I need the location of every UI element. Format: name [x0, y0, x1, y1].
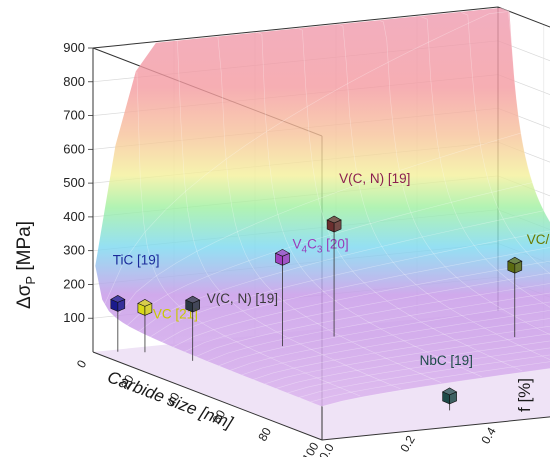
z-tick-label: 500 — [63, 175, 85, 190]
z-tick-label: 800 — [63, 74, 85, 89]
surface-mesh-line — [104, 11, 510, 305]
x-axis-line — [92, 351, 323, 441]
z-axis-title: ΔσP [MPa] — [14, 221, 38, 309]
x-tick-label: 0 — [74, 357, 90, 370]
x-tick-label: 80 — [255, 425, 274, 444]
surface-mesh-line — [150, 230, 550, 338]
z-tick-label: 200 — [63, 276, 85, 291]
surface-mesh-line — [420, 16, 550, 308]
surface-mesh-line — [136, 71, 361, 397]
data-point: TiC [19] — [110, 252, 160, 352]
y-tick-label: 0.4 — [478, 425, 499, 447]
data-point-cube-right — [117, 298, 126, 312]
surface-mesh-line — [310, 361, 550, 403]
surface-mesh-line — [230, 310, 550, 371]
surface-mesh-line — [276, 340, 550, 389]
z-tick-label: 600 — [63, 141, 85, 156]
data-point-cube-right — [449, 391, 457, 405]
data-point: V(C, N) [19] — [326, 171, 410, 337]
data-point-label: TiC [19] — [113, 252, 160, 267]
surface-mesh-line — [195, 283, 550, 357]
surface-mesh-line — [161, 247, 550, 343]
box-top-left-edge — [92, 6, 499, 49]
surface-mesh-line — [321, 368, 550, 407]
z-tick-label: 100 — [63, 310, 85, 325]
data-point: NbC [19] — [420, 353, 473, 411]
surface-mesh-line — [138, 210, 544, 332]
surface-mesh-line — [298, 28, 523, 372]
x-tick-label: 40 — [164, 390, 183, 409]
z-tick-label: 300 — [63, 243, 85, 258]
data-point-cube-right — [282, 252, 290, 266]
data-point-cube-right — [144, 302, 153, 316]
data-point: VC/Fe3C [5] — [507, 232, 550, 338]
surface-mesh-line — [339, 24, 550, 360]
surface-mesh-line — [460, 12, 550, 275]
response-surface — [95, 7, 550, 407]
surface-mesh-line — [287, 347, 550, 394]
x-tick-label: 60 — [210, 407, 229, 426]
surface-mesh-line — [217, 36, 442, 383]
surface-mesh-line — [379, 20, 550, 336]
z-tick-label: 900 — [63, 40, 85, 55]
data-points: TiC [19] VC [21] V(C, N) [19] V4C3 [20] V(C,… — [110, 171, 550, 411]
surface-mesh-line — [264, 333, 550, 385]
data-point-label: VC/Fe3C [5] — [527, 232, 550, 251]
surface-mesh-line — [299, 354, 550, 398]
data-point-label: V(C, N) [19] — [207, 291, 278, 306]
surface-mesh-line — [218, 301, 550, 366]
data-point-label: VC [21] — [153, 306, 198, 321]
data-point-label: V(C, N) [19] — [339, 171, 410, 186]
surface-mesh-line — [207, 292, 550, 362]
y-tick-label: 0.0 — [316, 441, 337, 457]
y-axis-title: f [%] — [515, 378, 534, 412]
z-tick-label: 400 — [63, 209, 85, 224]
surface-mesh-line — [258, 32, 482, 377]
surface-mesh-line — [127, 182, 533, 326]
x-tick-label: 20 — [118, 372, 137, 391]
surface-fill — [95, 7, 550, 407]
surface-mesh-line — [177, 41, 401, 390]
data-point-cube-right — [514, 260, 523, 274]
surface-mesh-line — [115, 132, 521, 318]
surface-mesh-line — [253, 325, 550, 380]
data-point-cube-right — [333, 219, 342, 233]
data-point: VC [21] — [137, 299, 198, 353]
surface-mesh-line — [501, 8, 550, 223]
y-tick-label: 0.2 — [397, 433, 418, 455]
data-point-label: V4C3 [20] — [293, 236, 349, 255]
data-point: V4C3 [20] — [274, 236, 349, 347]
z-tick-label: 700 — [63, 108, 85, 123]
data-point-label: NbC [19] — [420, 353, 473, 368]
surface-mesh-line — [184, 272, 550, 352]
surface-mesh-line — [241, 318, 550, 376]
data-point: V(C, N) [19] — [185, 291, 278, 361]
data-point-cube-right — [192, 299, 200, 313]
box-top-back-edge — [497, 6, 550, 28]
y-axis-line — [321, 416, 550, 441]
